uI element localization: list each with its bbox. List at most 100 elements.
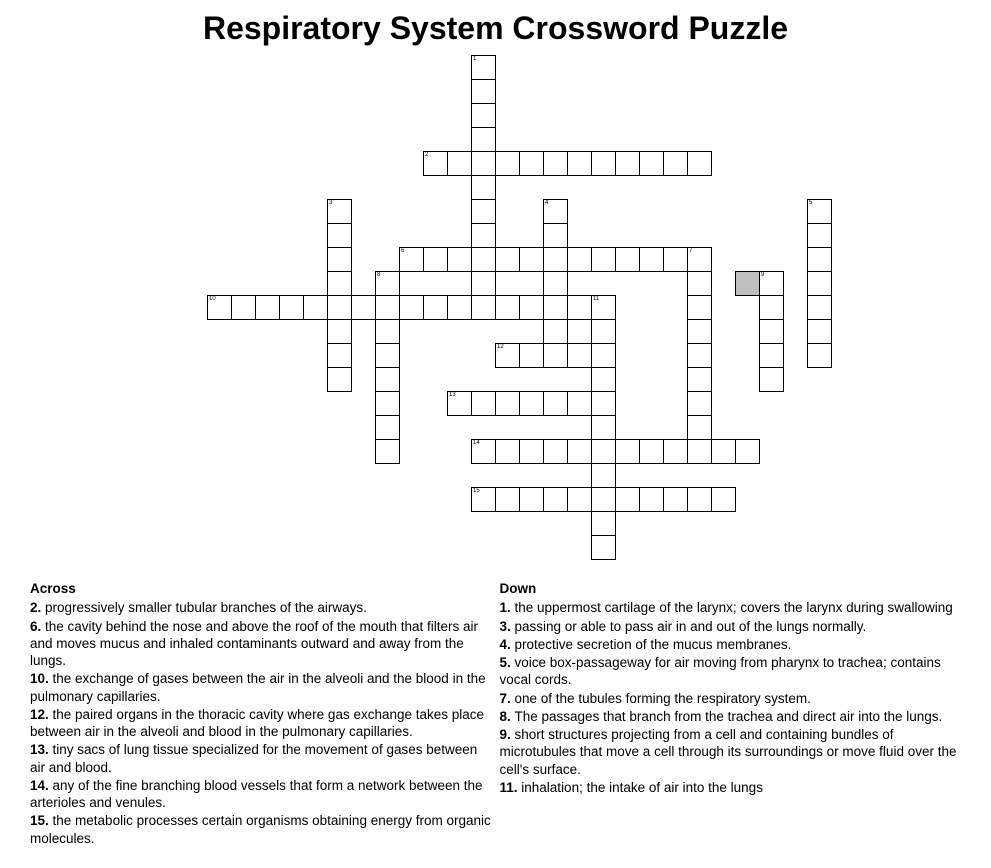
crossword-cell[interactable] bbox=[592, 512, 616, 536]
crossword-cell[interactable]: 8 bbox=[376, 272, 400, 296]
crossword-cell[interactable] bbox=[568, 440, 592, 464]
crossword-cell[interactable]: 15 bbox=[472, 488, 496, 512]
crossword-cell[interactable] bbox=[304, 296, 328, 320]
crossword-cell[interactable] bbox=[328, 272, 352, 296]
crossword-cell[interactable] bbox=[232, 296, 256, 320]
crossword-cell[interactable] bbox=[496, 248, 520, 272]
crossword-cell[interactable] bbox=[664, 488, 688, 512]
crossword-cell[interactable] bbox=[520, 440, 544, 464]
crossword-cell[interactable] bbox=[544, 224, 568, 248]
crossword-cell[interactable] bbox=[592, 320, 616, 344]
crossword-cell[interactable] bbox=[376, 320, 400, 344]
crossword-cell[interactable] bbox=[568, 344, 592, 368]
crossword-cell[interactable] bbox=[688, 272, 712, 296]
crossword-cell[interactable] bbox=[424, 296, 448, 320]
crossword-cell[interactable] bbox=[808, 344, 832, 368]
crossword-cell[interactable] bbox=[544, 152, 568, 176]
crossword-cell[interactable] bbox=[544, 272, 568, 296]
crossword-cell[interactable] bbox=[592, 368, 616, 392]
crossword-cell[interactable] bbox=[520, 248, 544, 272]
crossword-cell[interactable] bbox=[472, 392, 496, 416]
crossword-cell[interactable] bbox=[328, 248, 352, 272]
crossword-cell[interactable] bbox=[760, 320, 784, 344]
crossword-cell[interactable] bbox=[496, 296, 520, 320]
crossword-cell[interactable] bbox=[544, 296, 568, 320]
crossword-cell[interactable] bbox=[448, 248, 472, 272]
crossword-cell[interactable] bbox=[760, 368, 784, 392]
crossword-cell[interactable] bbox=[328, 368, 352, 392]
crossword-cell[interactable] bbox=[808, 248, 832, 272]
crossword-cell[interactable] bbox=[688, 392, 712, 416]
crossword-cell[interactable] bbox=[592, 536, 616, 560]
crossword-cell[interactable] bbox=[520, 152, 544, 176]
crossword-cell[interactable] bbox=[544, 344, 568, 368]
crossword-cell[interactable] bbox=[568, 488, 592, 512]
crossword-cell[interactable] bbox=[376, 392, 400, 416]
crossword-cell[interactable] bbox=[592, 464, 616, 488]
crossword-cell[interactable] bbox=[592, 488, 616, 512]
crossword-cell[interactable] bbox=[808, 224, 832, 248]
crossword-cell[interactable] bbox=[736, 272, 760, 296]
crossword-cell[interactable] bbox=[592, 344, 616, 368]
crossword-cell[interactable] bbox=[424, 248, 448, 272]
crossword-cell[interactable] bbox=[328, 296, 352, 320]
crossword-cell[interactable]: 14 bbox=[472, 440, 496, 464]
crossword-cell[interactable] bbox=[496, 440, 520, 464]
crossword-cell[interactable]: 11 bbox=[592, 296, 616, 320]
crossword-cell[interactable] bbox=[496, 152, 520, 176]
crossword-cell[interactable]: 5 bbox=[808, 200, 832, 224]
crossword-cell[interactable] bbox=[472, 224, 496, 248]
crossword-cell[interactable] bbox=[592, 152, 616, 176]
crossword-cell[interactable] bbox=[544, 488, 568, 512]
crossword-cell[interactable] bbox=[568, 152, 592, 176]
crossword-cell[interactable]: 13 bbox=[448, 392, 472, 416]
crossword-cell[interactable] bbox=[544, 440, 568, 464]
crossword-cell[interactable] bbox=[568, 248, 592, 272]
crossword-cell[interactable] bbox=[688, 320, 712, 344]
crossword-cell[interactable] bbox=[472, 80, 496, 104]
crossword-cell[interactable] bbox=[544, 392, 568, 416]
crossword-cell[interactable] bbox=[712, 440, 736, 464]
crossword-cell[interactable] bbox=[712, 488, 736, 512]
crossword-cell[interactable] bbox=[640, 248, 664, 272]
crossword-cell[interactable] bbox=[400, 296, 424, 320]
crossword-cell[interactable] bbox=[664, 152, 688, 176]
crossword-cell[interactable] bbox=[616, 440, 640, 464]
crossword-cell[interactable] bbox=[472, 176, 496, 200]
crossword-cell[interactable] bbox=[328, 320, 352, 344]
crossword-cell[interactable] bbox=[496, 488, 520, 512]
crossword-cell[interactable] bbox=[568, 392, 592, 416]
crossword-cell[interactable] bbox=[688, 152, 712, 176]
crossword-cell[interactable] bbox=[376, 440, 400, 464]
crossword-cell[interactable] bbox=[376, 368, 400, 392]
crossword-cell[interactable] bbox=[808, 272, 832, 296]
crossword-cell[interactable] bbox=[568, 296, 592, 320]
crossword-cell[interactable] bbox=[520, 392, 544, 416]
crossword-cell[interactable]: 10 bbox=[208, 296, 232, 320]
crossword-cell[interactable]: 9 bbox=[760, 272, 784, 296]
crossword-cell[interactable] bbox=[328, 344, 352, 368]
crossword-cell[interactable]: 2 bbox=[424, 152, 448, 176]
crossword-cell[interactable] bbox=[616, 152, 640, 176]
crossword-cell[interactable]: 6 bbox=[400, 248, 424, 272]
crossword-cell[interactable] bbox=[448, 296, 472, 320]
crossword-cell[interactable]: 3 bbox=[328, 200, 352, 224]
crossword-cell[interactable] bbox=[472, 248, 496, 272]
crossword-cell[interactable] bbox=[280, 296, 304, 320]
crossword-cell[interactable] bbox=[808, 320, 832, 344]
crossword-cell[interactable] bbox=[472, 152, 496, 176]
crossword-cell[interactable] bbox=[640, 488, 664, 512]
crossword-cell[interactable] bbox=[688, 344, 712, 368]
crossword-cell[interactable] bbox=[664, 440, 688, 464]
crossword-cell[interactable] bbox=[472, 272, 496, 296]
crossword-cell[interactable] bbox=[544, 320, 568, 344]
crossword-cell[interactable] bbox=[376, 344, 400, 368]
crossword-cell[interactable] bbox=[640, 440, 664, 464]
crossword-cell[interactable] bbox=[592, 440, 616, 464]
crossword-cell[interactable] bbox=[472, 296, 496, 320]
crossword-cell[interactable] bbox=[760, 344, 784, 368]
crossword-cell[interactable] bbox=[496, 392, 520, 416]
crossword-cell[interactable] bbox=[472, 200, 496, 224]
crossword-cell[interactable]: 12 bbox=[496, 344, 520, 368]
crossword-cell[interactable] bbox=[520, 488, 544, 512]
